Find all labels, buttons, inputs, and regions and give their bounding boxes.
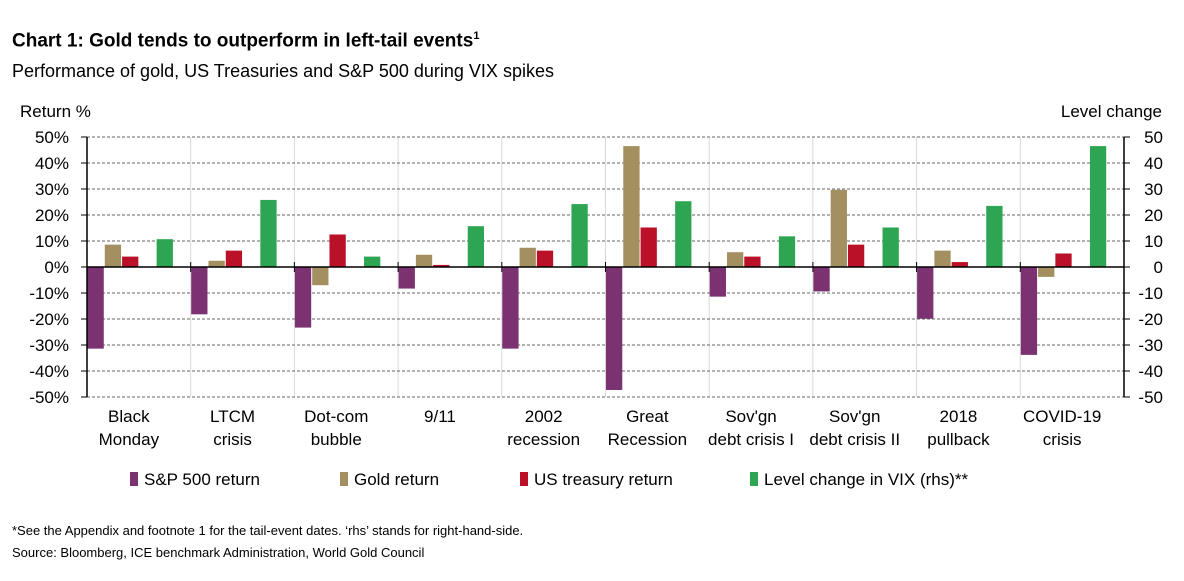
y2-tick-label: -30 xyxy=(1138,336,1163,355)
category-label: 2002 xyxy=(525,407,563,426)
category-label: Great xyxy=(626,407,669,426)
bar-us-treasury-return xyxy=(536,250,554,267)
bar-gold-return xyxy=(934,250,951,267)
bar-s-p-500-return xyxy=(502,267,519,349)
bar-s-p-500-return xyxy=(606,267,623,390)
category-label: bubble xyxy=(311,430,362,449)
bar-us-treasury-return xyxy=(640,227,657,267)
bar-level-change-in-vix-rhs xyxy=(675,201,692,267)
legend-swatch xyxy=(340,472,348,486)
y2-axis-label: Level change xyxy=(1061,102,1162,121)
y-tick-label: -50% xyxy=(29,388,69,407)
legend-swatch xyxy=(520,472,528,486)
category-label: Sov'gn xyxy=(829,407,880,426)
legend-label: Level change in VIX (rhs)** xyxy=(764,470,968,489)
chart-title: Chart 1: Gold tends to outperform in lef… xyxy=(12,30,479,52)
y2-tick-label: 50 xyxy=(1144,128,1163,147)
bar-level-change-in-vix-rhs xyxy=(882,227,899,267)
y-tick-label: 40% xyxy=(35,154,69,173)
y2-tick-label: -20 xyxy=(1138,310,1163,329)
y2-tick-label: -40 xyxy=(1138,362,1163,381)
legend-label: Gold return xyxy=(354,470,439,489)
legend-label: US treasury return xyxy=(534,470,673,489)
chart-title-text: Chart 1: Gold tends to outperform in lef… xyxy=(12,30,474,52)
category-label: crisis xyxy=(1043,430,1082,449)
y2-tick-label: -10 xyxy=(1138,284,1163,303)
chart-subtitle: Performance of gold, US Treasuries and S… xyxy=(12,61,554,81)
bar-gold-return xyxy=(104,244,122,267)
bar-level-change-in-vix-rhs xyxy=(467,226,485,267)
footnote: *See the Appendix and footnote 1 for the… xyxy=(12,523,524,538)
bar-us-treasury-return xyxy=(329,234,346,267)
category-label: Monday xyxy=(99,430,160,449)
category-label: Dot-com xyxy=(304,407,368,426)
y2-tick-label: 40 xyxy=(1144,154,1163,173)
legend-swatch xyxy=(130,472,138,486)
y-tick-label: -30% xyxy=(29,336,69,355)
y2-tick-label: -50 xyxy=(1138,388,1163,407)
category-label: crisis xyxy=(213,430,252,449)
y2-tick-label: 20 xyxy=(1144,206,1163,225)
y-tick-label: 0% xyxy=(44,258,69,277)
category-label: 2018 xyxy=(940,407,978,426)
bar-s-p-500-return xyxy=(813,267,830,292)
bar-level-change-in-vix-rhs xyxy=(260,199,277,267)
bar-us-treasury-return xyxy=(951,262,968,267)
bar-level-change-in-vix-rhs xyxy=(986,205,1003,267)
category-label: Sov'gn xyxy=(725,407,776,426)
bar-us-treasury-return xyxy=(847,244,865,267)
y2-tick-label: 0 xyxy=(1154,258,1163,277)
category-label: COVID-19 xyxy=(1023,407,1101,426)
bar-level-change-in-vix-rhs xyxy=(1089,146,1107,267)
category-label: Recession xyxy=(608,430,687,449)
bar-s-p-500-return xyxy=(191,267,208,315)
bar-level-change-in-vix-rhs xyxy=(156,239,173,267)
bar-s-p-500-return xyxy=(398,267,415,289)
bar-s-p-500-return xyxy=(917,267,934,319)
y-tick-label: 30% xyxy=(35,180,69,199)
bar-us-treasury-return xyxy=(1055,253,1072,267)
bar-gold-return xyxy=(623,146,640,267)
bar-s-p-500-return xyxy=(294,267,312,328)
y2-tick-label: 30 xyxy=(1144,180,1163,199)
category-label: Black xyxy=(108,407,150,426)
y-tick-label: 50% xyxy=(35,128,69,147)
bar-gold-return xyxy=(830,189,847,267)
category-label: debt crisis I xyxy=(708,430,794,449)
bar-gold-return xyxy=(519,247,536,267)
y-tick-label: 10% xyxy=(35,232,69,251)
y-tick-label: 20% xyxy=(35,206,69,225)
y-tick-label: -20% xyxy=(29,310,69,329)
legend-label: S&P 500 return xyxy=(144,470,260,489)
bar-us-treasury-return xyxy=(433,264,450,267)
category-label: pullback xyxy=(927,430,990,449)
category-label: debt crisis II xyxy=(809,430,900,449)
y-tick-label: -40% xyxy=(29,362,69,381)
bar-level-change-in-vix-rhs xyxy=(571,204,588,267)
bar-s-p-500-return xyxy=(709,267,726,297)
category-label: LTCM xyxy=(210,407,255,426)
bar-gold-return xyxy=(312,267,329,286)
y-axis-label: Return % xyxy=(20,102,91,121)
bar-gold-return xyxy=(726,252,744,267)
bar-us-treasury-return xyxy=(225,250,243,267)
category-label: 9/11 xyxy=(424,407,456,426)
bar-gold-return xyxy=(415,254,433,267)
bar-us-treasury-return xyxy=(744,256,761,267)
bar-s-p-500-return xyxy=(1020,267,1038,355)
y-tick-label: -10% xyxy=(29,284,69,303)
bar-level-change-in-vix-rhs xyxy=(778,236,796,267)
bar-us-treasury-return xyxy=(122,256,139,267)
category-label: recession xyxy=(507,430,580,449)
source-note: Source: Bloomberg, ICE benchmark Adminis… xyxy=(12,545,425,560)
title-superscript: 1 xyxy=(473,30,480,42)
bar-gold-return xyxy=(208,260,225,267)
legend-swatch xyxy=(750,472,758,486)
bar-gold-return xyxy=(1038,267,1055,277)
y2-tick-label: 10 xyxy=(1144,232,1163,251)
bar-level-change-in-vix-rhs xyxy=(364,256,381,267)
bar-s-p-500-return xyxy=(87,267,104,349)
